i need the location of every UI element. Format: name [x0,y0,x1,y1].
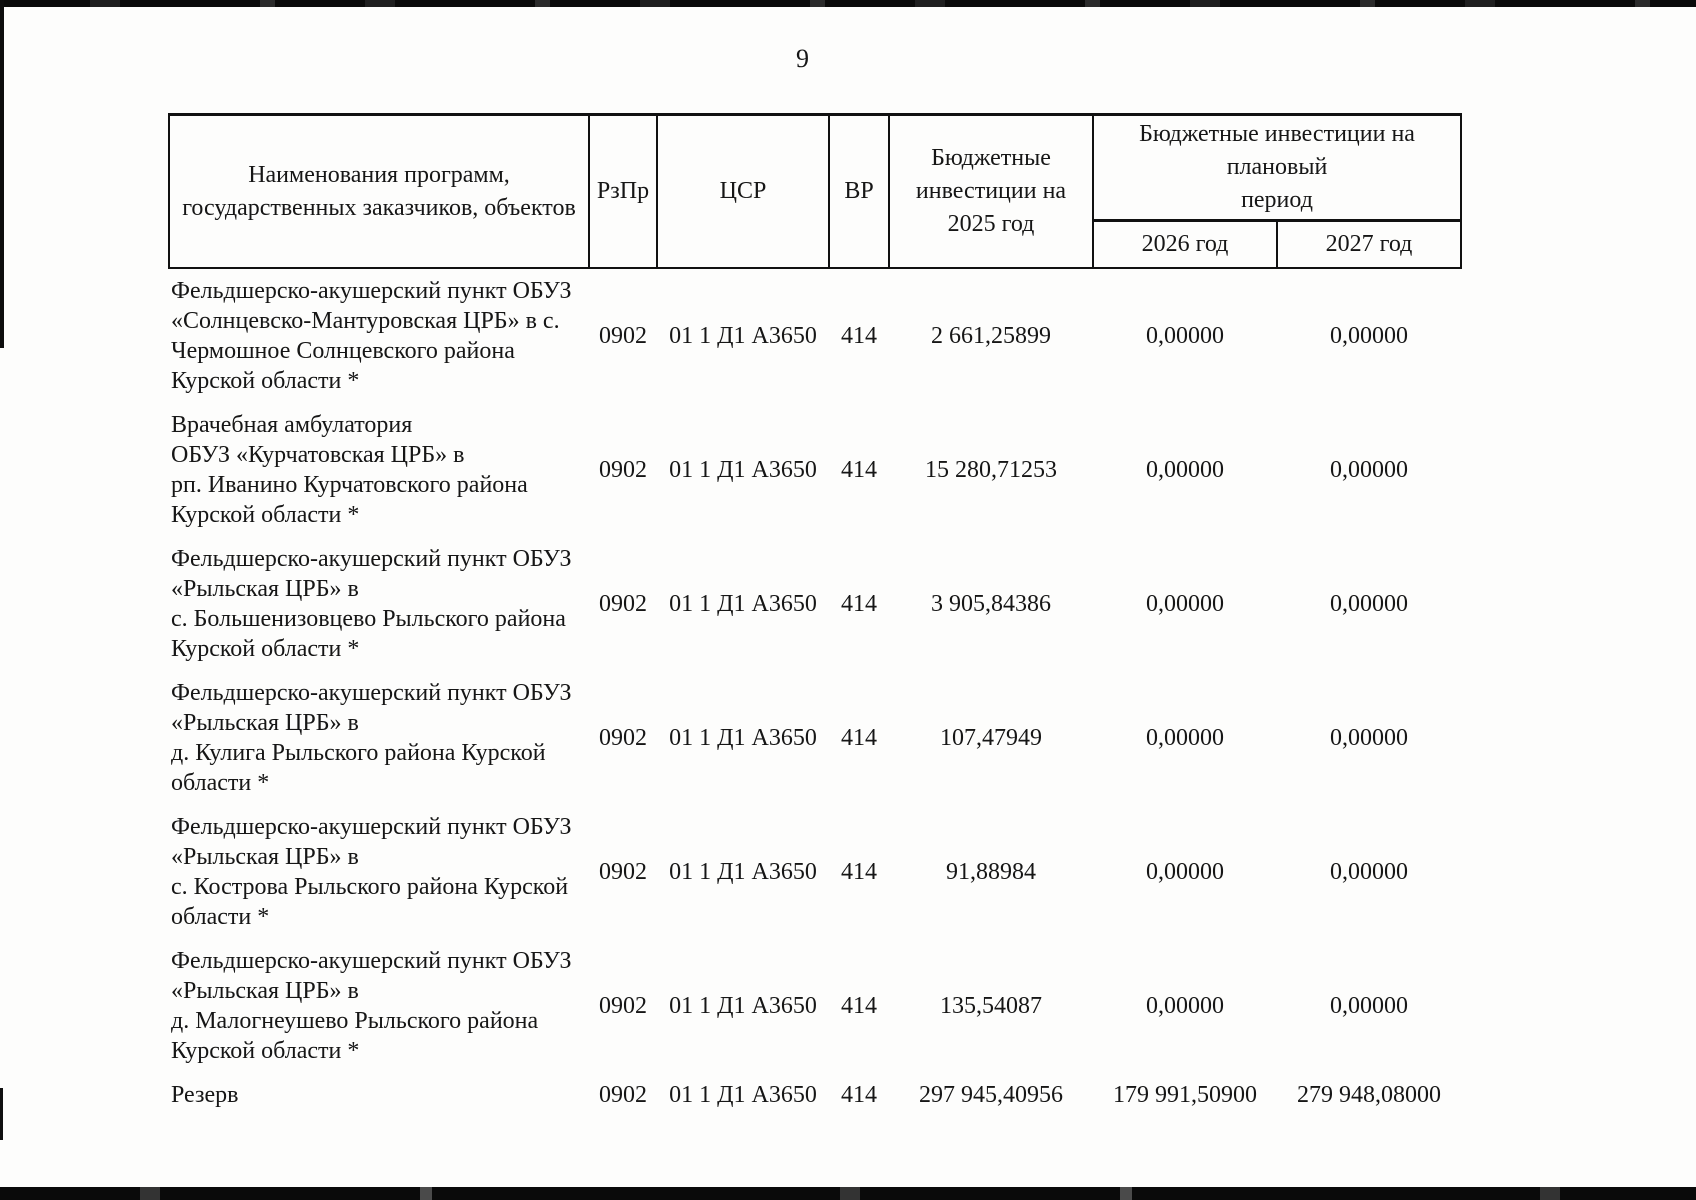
investment-2025: 107,47949 [940,725,1042,751]
investment-2027: 279 948,08000 [1297,1082,1441,1108]
table-row: Фельдшерско-акушерский пункт ОБУЗ «Рыльс… [169,671,1461,805]
investment-2026: 0,00000 [1146,993,1224,1019]
table-row: Врачебная амбулатория ОБУЗ «Курчатовская… [169,403,1461,537]
page-number: 9 [796,44,809,73]
csr-code: 01 1 Д1 А3650 [669,725,817,751]
vr-code: 414 [841,323,877,349]
rzpr-code: 0902 [599,725,647,751]
csr-code: 01 1 Д1 А3650 [669,859,817,885]
investment-2026: 0,00000 [1146,859,1224,885]
investment-2025: 91,88984 [946,859,1036,885]
investment-2027: 0,00000 [1330,323,1408,349]
csr-code: 01 1 Д1 А3650 [669,323,817,349]
object-name: Фельдшерско-акушерский пункт ОБУЗ «Рыльс… [171,546,572,662]
vr-code: 414 [841,591,877,617]
rzpr-code: 0902 [599,993,647,1019]
header-year-2027: 2027 год [1276,219,1462,269]
investment-2027: 0,00000 [1330,993,1408,1019]
rzpr-code: 0902 [599,859,647,885]
scan-artifact-left-edge [0,0,4,348]
csr-code: 01 1 Д1 А3650 [669,1082,817,1108]
table-row: Резерв 0902 01 1 Д1 А3650 414 297 945,40… [169,1073,1461,1117]
investment-2025: 297 945,40956 [919,1082,1063,1108]
scan-artifact-top-edge [0,0,1696,7]
object-name: Фельдшерско-акушерский пункт ОБУЗ «Рыльс… [171,948,572,1064]
vr-code: 414 [841,457,877,483]
investment-2025: 2 661,25899 [931,323,1051,349]
vr-code: 414 [841,725,877,751]
table-row: Фельдшерско-акушерский пункт ОБУЗ «Рыльс… [169,537,1461,671]
investment-2027: 0,00000 [1330,859,1408,885]
scan-artifact-left-edge-lower [0,1088,3,1140]
header-year-2026: 2026 год [1092,219,1278,269]
table-row: Фельдшерско-акушерский пункт ОБУЗ «Солнц… [169,268,1461,403]
object-name: Врачебная амбулатория ОБУЗ «Курчатовская… [171,412,528,528]
investment-2026: 0,00000 [1146,725,1224,751]
investment-2026: 0,00000 [1146,323,1224,349]
vr-code: 414 [841,859,877,885]
rzpr-code: 0902 [599,323,647,349]
rzpr-code: 0902 [599,457,647,483]
budget-investments-table: Наименования программ, государственных з… [168,113,1462,1117]
object-name: Фельдшерско-акушерский пункт ОБУЗ «Солнц… [171,278,572,394]
investment-2026: 0,00000 [1146,591,1224,617]
rzpr-code: 0902 [599,1082,647,1108]
table-header: Наименования программ, государственных з… [168,113,1462,269]
vr-code: 414 [841,1082,877,1108]
csr-code: 01 1 Д1 А3650 [669,591,817,617]
investment-2026: 0,00000 [1146,457,1224,483]
object-name: Резерв [171,1082,239,1108]
header-vr: ВР [828,113,890,269]
investment-2027: 0,00000 [1330,591,1408,617]
table-row: Фельдшерско-акушерский пункт ОБУЗ «Рыльс… [169,805,1461,939]
rzpr-code: 0902 [599,591,647,617]
header-csr: ЦСР [656,113,830,269]
object-name: Фельдшерско-акушерский пункт ОБУЗ «Рыльс… [171,814,572,930]
header-rzpr: РзПр [588,113,658,269]
object-name: Фельдшерско-акушерский пункт ОБУЗ «Рыльс… [171,680,572,796]
csr-code: 01 1 Д1 А3650 [669,457,817,483]
investment-2025: 135,54087 [940,993,1042,1019]
investment-2026: 179 991,50900 [1113,1082,1257,1108]
table-body: Фельдшерско-акушерский пункт ОБУЗ «Солнц… [169,268,1461,1117]
header-program-names: Наименования программ, государственных з… [168,113,590,269]
table-row: Фельдшерско-акушерский пункт ОБУЗ «Рыльс… [169,939,1461,1073]
header-planned-period: Бюджетные инвестиции на плановый период [1092,113,1462,222]
investment-2025: 15 280,71253 [925,457,1057,483]
vr-code: 414 [841,993,877,1019]
csr-code: 01 1 Д1 А3650 [669,993,817,1019]
investment-2025: 3 905,84386 [931,591,1051,617]
header-investments-2025: Бюджетные инвестиции на 2025 год [888,113,1094,269]
investment-2027: 0,00000 [1330,725,1408,751]
investment-2027: 0,00000 [1330,457,1408,483]
scan-artifact-bottom-edge [0,1187,1696,1200]
